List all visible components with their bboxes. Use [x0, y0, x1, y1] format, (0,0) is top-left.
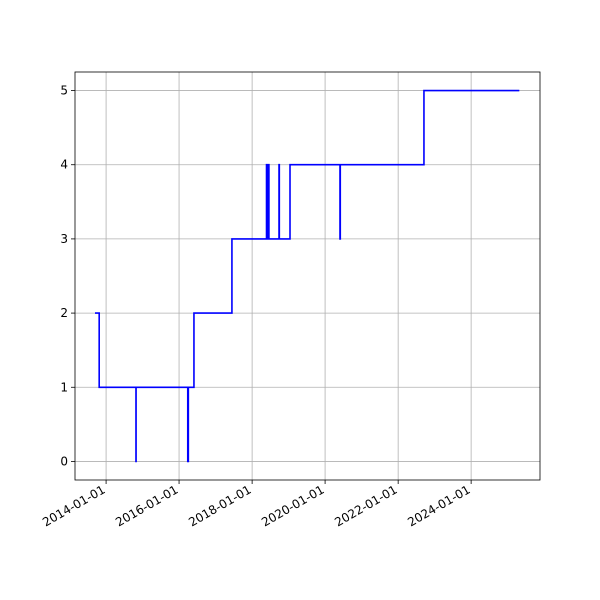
x-tick-label: 2018-01-01 [186, 482, 253, 529]
x-tick-label: 2022-01-01 [332, 482, 399, 529]
x-tick-label: 2024-01-01 [405, 482, 472, 529]
y-tick-label: 0 [60, 454, 68, 468]
axes-frame [74, 71, 541, 481]
x-tick-label: 2014-01-01 [40, 482, 107, 529]
tick-labels: 0 1 2 3 4 5 2014-01-01 2016-01-01 2018-01-01 2020… [40, 84, 472, 530]
y-tick-label: 3 [60, 232, 68, 246]
data-line [94, 89, 520, 463]
y-tick-label: 1 [60, 380, 68, 394]
x-tick-label: 2016-01-01 [113, 482, 180, 529]
plot [94, 89, 520, 463]
y-tick-label: 2 [60, 306, 68, 320]
x-tick-label: 2020-01-01 [259, 482, 326, 529]
grid [75, 72, 540, 480]
y-tick-label: 5 [60, 84, 68, 98]
y-tick-label: 4 [60, 158, 68, 172]
